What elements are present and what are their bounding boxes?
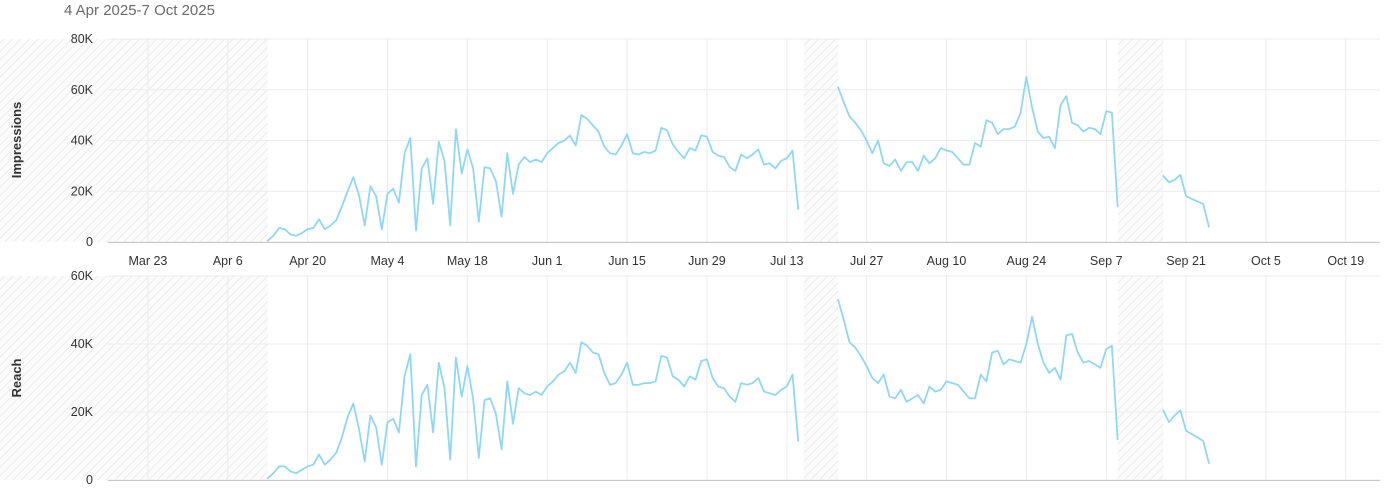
series-line-segment [1162, 173, 1210, 228]
y-tick-label: 60K [71, 269, 94, 283]
x-tick-label: Aug 10 [927, 254, 967, 268]
y-axis-title: Reach [9, 358, 24, 397]
series-line-segment [266, 341, 800, 480]
x-tick-label: Jun 1 [532, 254, 563, 268]
no-data-region [803, 276, 839, 480]
y-tick-label: 40K [71, 337, 94, 351]
reach-chart: 0 20K 40K 60K Reach [0, 269, 1380, 487]
no-data-region [0, 276, 268, 480]
x-tick-label: May 18 [447, 254, 488, 268]
series-line-segment [1162, 409, 1210, 464]
x-tick-label: Apr 6 [213, 254, 243, 268]
x-tick-label: Jun 15 [608, 254, 646, 268]
y-tick-label: 0 [86, 473, 93, 487]
date-range-label: 4 Apr 2025-7 Oct 2025 [64, 2, 215, 19]
x-tick-label: Jul 27 [850, 254, 883, 268]
x-tick-label: Apr 20 [289, 254, 326, 268]
series-line-segment [266, 114, 800, 242]
x-tick-label: May 4 [370, 254, 404, 268]
x-tick-label: Sep 7 [1090, 254, 1123, 268]
x-tick-label: Aug 24 [1007, 254, 1047, 268]
x-tick-label: Jul 13 [770, 254, 803, 268]
y-axis-title: Impressions [9, 102, 24, 179]
y-tick-label: 20K [71, 405, 94, 419]
x-tick-label: Oct 5 [1251, 254, 1281, 268]
x-tick-label: Jun 29 [688, 254, 726, 268]
impressions-chart: 0 20K 40K 60K 80K Impressions Mar 23 Apr 6 Apr 2… [0, 32, 1380, 268]
y-tick-label: 40K [71, 134, 94, 148]
x-tick-label: Mar 23 [128, 254, 167, 268]
y-tick-label: 60K [71, 83, 94, 97]
y-tick-label: 80K [71, 32, 94, 46]
series-line-segment [837, 298, 1119, 441]
x-tick-label: Sep 21 [1166, 254, 1206, 268]
x-tick-label: Oct 19 [1327, 254, 1364, 268]
no-data-region [1117, 276, 1164, 480]
y-tick-label: 20K [71, 184, 94, 198]
y-tick-label: 0 [86, 235, 93, 249]
series-line-segment [837, 76, 1119, 208]
